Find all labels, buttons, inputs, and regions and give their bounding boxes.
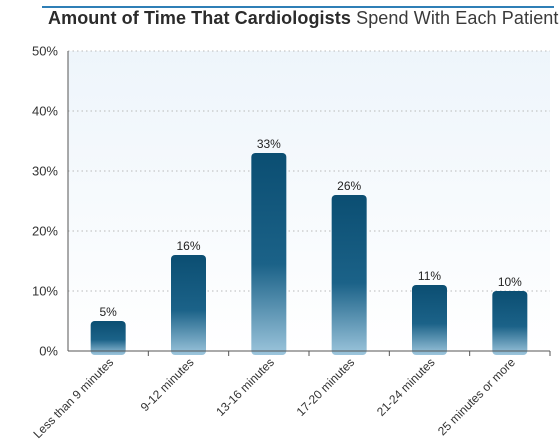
x-category-label: 21-24 minutes (374, 355, 438, 419)
bar (251, 153, 287, 355)
y-tick-label: 50% (32, 44, 58, 59)
chart-title-bold: Amount of Time That Cardiologists (48, 8, 351, 28)
x-category-label: Less than 9 minutes (30, 355, 116, 439)
bar-data-label: 26% (337, 179, 361, 193)
y-tick-label: 10% (32, 284, 58, 299)
x-category-label: 9-12 minutes (138, 355, 197, 414)
x-category-label: 13-16 minutes (213, 355, 277, 419)
y-tick-label: 30% (32, 164, 58, 179)
y-tick-label: 40% (32, 104, 58, 119)
bar (492, 291, 528, 355)
y-tick-label: 0% (39, 344, 58, 359)
bar (331, 195, 367, 355)
bar (171, 255, 206, 355)
bar-data-label: 33% (257, 137, 281, 151)
bar-data-label: 10% (498, 275, 522, 289)
chart-title-normal: Spend With Each Patient (356, 8, 559, 28)
x-category-label: 17-20 minutes (294, 355, 358, 419)
title-rule (42, 6, 554, 8)
plot-area (68, 51, 550, 351)
y-tick-label: 20% (32, 224, 58, 239)
chart-title: Amount of Time That Cardiologists Spend … (48, 8, 559, 29)
bar (90, 321, 126, 355)
bar (412, 285, 447, 355)
bar-data-label: 5% (99, 305, 117, 319)
bar-data-label: 16% (176, 239, 200, 253)
x-category-label: 25 minutes or more (435, 355, 518, 438)
bar-data-label: 11% (418, 269, 441, 283)
